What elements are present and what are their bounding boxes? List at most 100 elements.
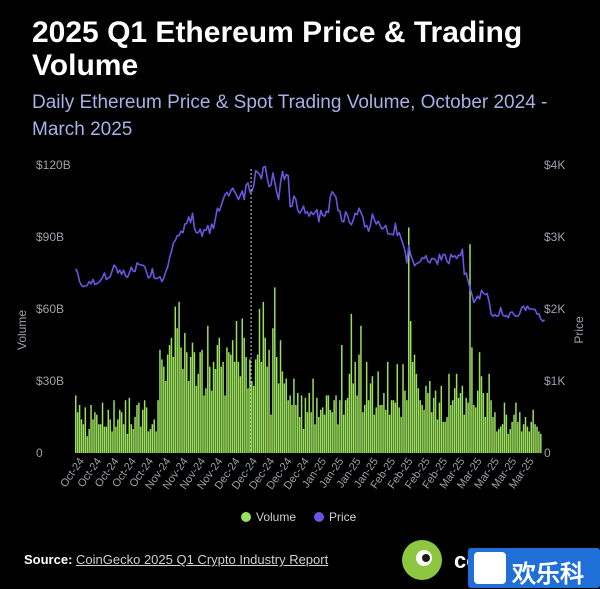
volume-bar xyxy=(153,419,155,453)
volume-bar xyxy=(82,424,85,453)
volume-bar xyxy=(398,407,400,453)
volume-bar xyxy=(76,412,79,453)
volume-bar xyxy=(134,417,136,453)
volume-bar xyxy=(528,431,531,453)
volume-bar xyxy=(312,378,314,453)
left-axis-tick: 0 xyxy=(36,446,43,460)
volume-bar xyxy=(161,359,163,453)
volume-bar xyxy=(480,376,483,453)
volume-bar xyxy=(473,405,475,453)
volume-bar xyxy=(402,364,404,453)
volume-bar xyxy=(444,421,446,453)
volume-bar xyxy=(149,429,152,453)
volume-bar xyxy=(258,309,261,453)
volume-bar xyxy=(337,424,339,453)
right-axis-tick: $1K xyxy=(544,374,565,388)
volume-bar xyxy=(329,409,332,453)
volume-bar xyxy=(394,402,397,453)
volume-bar xyxy=(101,402,104,453)
volume-bar xyxy=(534,424,536,453)
gecko-pupil-icon xyxy=(422,554,430,562)
source-link[interactable]: CoinGecko 2025 Q1 Crypto Industry Report xyxy=(76,552,329,567)
left-axis-title: Volume xyxy=(15,310,29,350)
volume-bar xyxy=(275,357,278,453)
volume-bar xyxy=(496,431,498,453)
volume-bar xyxy=(469,244,471,453)
volume-bar xyxy=(490,400,492,453)
volume-bar xyxy=(436,419,439,453)
volume-bar xyxy=(452,400,454,453)
volume-bar xyxy=(360,325,362,453)
volume-bar xyxy=(503,402,506,453)
volume-bar xyxy=(256,354,259,453)
volume-bar xyxy=(408,227,410,453)
volume-bar xyxy=(145,407,148,453)
volume-bar xyxy=(128,397,131,453)
volume-bar xyxy=(310,412,312,453)
volume-bar xyxy=(515,402,517,453)
volume-bar xyxy=(231,340,234,453)
volume-bar xyxy=(354,361,356,453)
volume-bar xyxy=(371,376,374,453)
volume-bar xyxy=(99,424,102,453)
volume-bar xyxy=(174,306,177,453)
volume-bar xyxy=(362,412,364,453)
legend-volume-swatch xyxy=(241,512,251,522)
volume-bar xyxy=(218,337,221,453)
volume-bar xyxy=(96,414,98,453)
volume-bar xyxy=(94,412,96,453)
volume-bar xyxy=(184,333,186,453)
volume-bar xyxy=(409,321,412,453)
right-axis-tick: 0 xyxy=(544,446,551,460)
volume-bar xyxy=(103,426,106,453)
volume-bar xyxy=(138,402,140,453)
volume-bar xyxy=(415,373,418,453)
volume-bar xyxy=(385,409,387,453)
volume-bar xyxy=(430,412,433,453)
volume-bar xyxy=(88,429,90,453)
volume-bar xyxy=(172,357,175,453)
volume-bar xyxy=(132,429,134,453)
volume-bar xyxy=(455,373,458,453)
volume-bar xyxy=(266,366,268,453)
volume-bar xyxy=(388,414,391,453)
right-axis-tick: $2K xyxy=(544,302,565,316)
volume-bar xyxy=(497,429,500,453)
volume-bar xyxy=(492,417,494,453)
volume-bar xyxy=(465,397,467,453)
volume-bar xyxy=(249,359,251,453)
volume-bar xyxy=(461,385,464,453)
volume-bar xyxy=(352,383,355,453)
volume-bar xyxy=(522,424,525,453)
volume-bar xyxy=(532,409,534,453)
source-label: Source: xyxy=(24,552,73,567)
volume-bar xyxy=(233,361,236,453)
volume-bar xyxy=(442,421,444,453)
volume-bar xyxy=(107,409,110,453)
volume-bar xyxy=(189,357,192,453)
volume-bar xyxy=(86,436,88,453)
volume-bar xyxy=(319,409,322,453)
volume-bar xyxy=(419,400,421,453)
volume-bar xyxy=(484,417,487,453)
volume-bar xyxy=(295,405,297,453)
left-axis-tick: $60B xyxy=(36,302,64,316)
chart-subtitle: Daily Ethereum Price & Spot Trading Volu… xyxy=(32,92,548,140)
volume-bar xyxy=(182,369,184,453)
watermark: 欢乐科 xyxy=(468,548,600,588)
volume-bar xyxy=(331,412,333,453)
volume-bar xyxy=(494,412,496,453)
volume-bar xyxy=(377,371,379,453)
right-axis-tick: $4K xyxy=(544,158,565,172)
volume-bar xyxy=(482,393,485,453)
volume-bar xyxy=(316,397,318,453)
volume-bar xyxy=(325,395,328,453)
volume-bar xyxy=(509,429,511,453)
volume-bar xyxy=(180,347,182,453)
volume-bar xyxy=(155,431,157,453)
volume-bar xyxy=(197,373,199,453)
volume-bar xyxy=(164,381,167,453)
volume-bar xyxy=(78,405,81,453)
volume-bar xyxy=(193,352,196,453)
price-volume-chart: 0 $30B $60B $90B $120B 0 $1K $2K $3K $4K Volume Pri… xyxy=(15,158,586,524)
